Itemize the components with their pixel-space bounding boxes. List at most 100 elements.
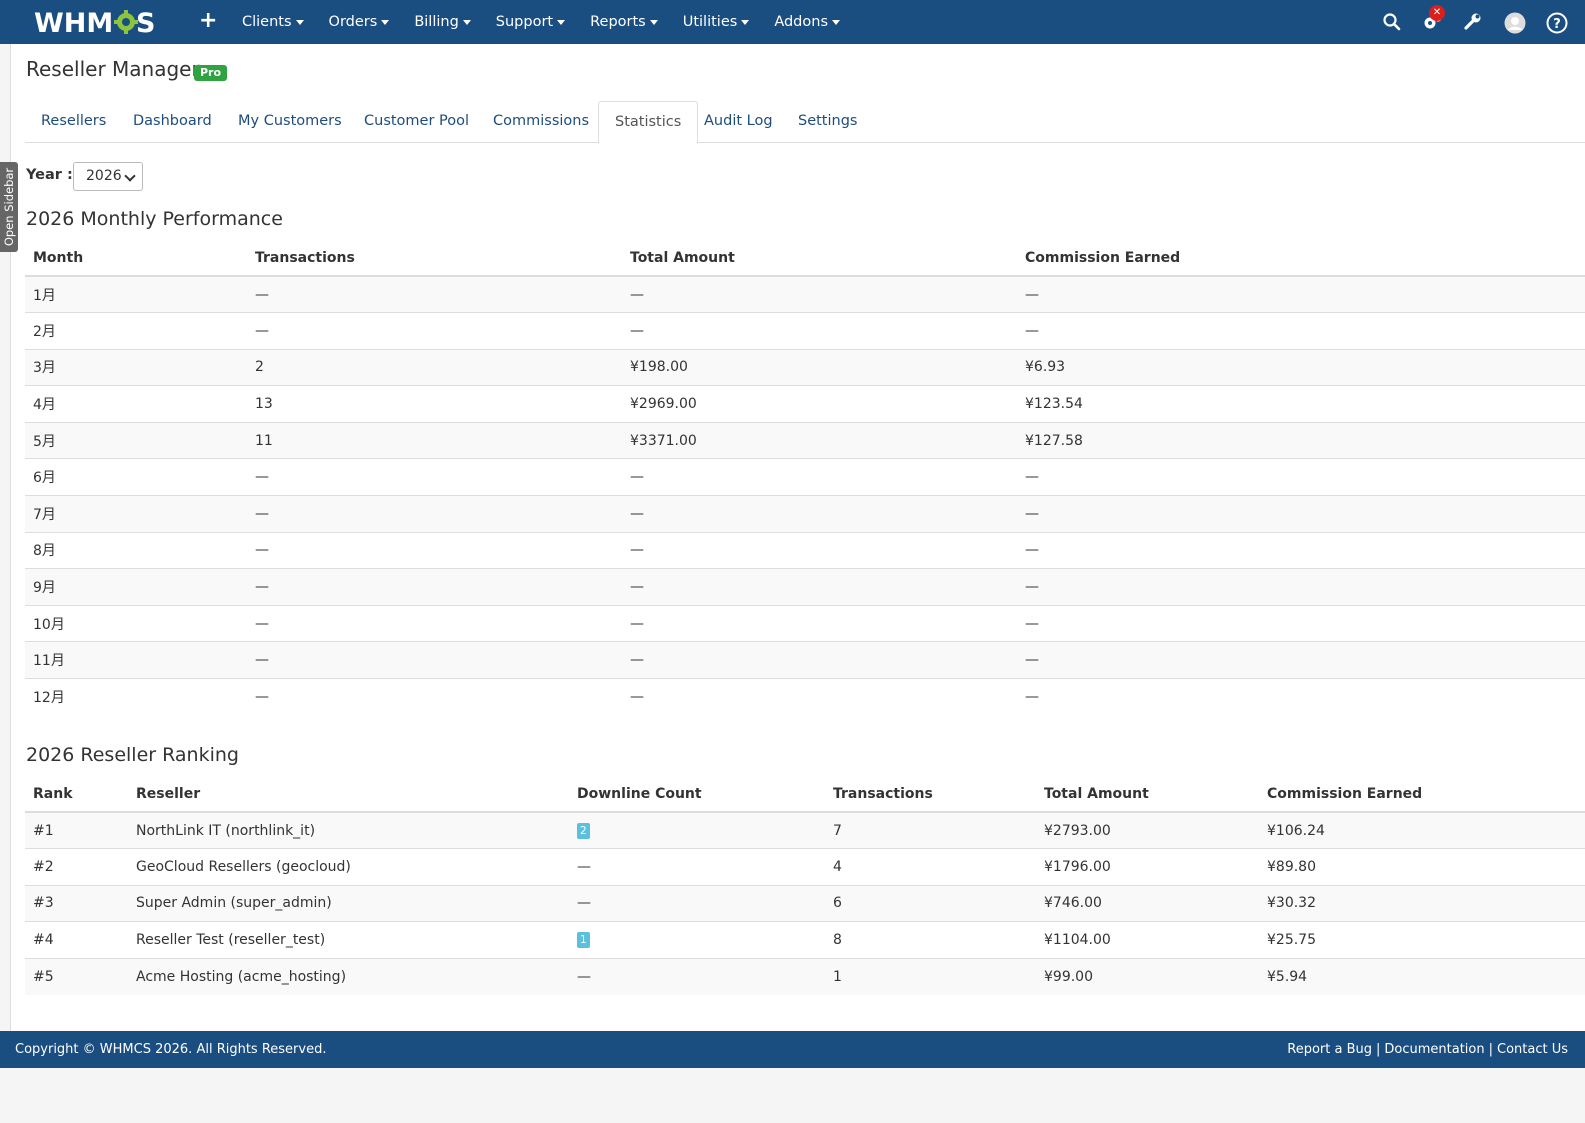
caret-down-icon xyxy=(381,19,390,25)
cell-reseller: Reseller Test (reseller_test) xyxy=(128,921,569,959)
table-row: 2月 — — — xyxy=(25,312,1585,350)
footer-separator: | xyxy=(1376,1042,1381,1057)
tab-customer-pool[interactable]: Customer Pool xyxy=(364,113,470,129)
notification-badge[interactable]: ✕ xyxy=(1429,5,1445,21)
cell-transactions: 7 xyxy=(825,811,1036,849)
menu-label: Utilities xyxy=(682,14,738,30)
tab-audit-log[interactable]: Audit Log xyxy=(704,113,773,129)
menu-addons[interactable]: Addons xyxy=(774,0,841,44)
cell-total-amount: — xyxy=(622,678,1017,716)
table-row: 5月 11 ¥3371.00 ¥127.58 xyxy=(25,421,1585,459)
tab-dashboard[interactable]: Dashboard xyxy=(133,113,212,129)
search-icon[interactable] xyxy=(1382,12,1402,32)
open-sidebar-tab[interactable]: Open Sidebar xyxy=(0,162,18,252)
menu-clients[interactable]: Clients xyxy=(242,0,304,44)
whmcs-logo[interactable]: WHM S xyxy=(34,5,162,39)
menu-orders[interactable]: Orders xyxy=(329,0,390,44)
cell-month: 2月 xyxy=(25,312,247,350)
cell-transactions: — xyxy=(247,275,622,313)
table-row: 7月 — — — xyxy=(25,495,1585,533)
caret-down-icon xyxy=(741,19,750,25)
module-tabs: Resellers Dashboard My Customers Custome… xyxy=(25,101,1585,144)
cell-total-amount: — xyxy=(622,458,1017,496)
cell-commission-earned: ¥89.80 xyxy=(1259,848,1585,886)
cell-rank: #5 xyxy=(25,957,128,995)
tab-my-customers[interactable]: My Customers xyxy=(238,113,342,129)
monthly-performance-table: Month Transactions Total Amount Commissi… xyxy=(25,241,1585,716)
cell-transactions: — xyxy=(247,568,622,606)
downline-count-badge[interactable]: 2 xyxy=(577,822,590,839)
year-select[interactable]: 2026 xyxy=(73,162,143,191)
footer: Copyright © WHMCS 2026. All Rights Reser… xyxy=(0,1031,1585,1068)
table-row: 9月 — — — xyxy=(25,568,1585,606)
column-header-rank: Rank xyxy=(25,776,128,813)
cell-total-amount: ¥746.00 xyxy=(1036,884,1259,922)
caret-down-icon xyxy=(295,19,304,25)
main-menu: Clients Orders Billing Support Reports Utilit… xyxy=(242,0,865,44)
column-header-commission-earned: Commission Earned xyxy=(1017,241,1585,277)
documentation-link[interactable]: Documentation xyxy=(1384,1042,1485,1057)
svg-text:WHM: WHM xyxy=(34,8,113,39)
user-avatar-icon[interactable] xyxy=(1504,12,1526,34)
tab-settings[interactable]: Settings xyxy=(798,113,858,129)
cell-transactions: 1 xyxy=(825,957,1036,995)
cell-transactions: — xyxy=(247,312,622,350)
table-row: 8月 — — — xyxy=(25,531,1585,569)
table-row: 12月 — — — xyxy=(25,678,1585,716)
cell-commission-earned: ¥127.58 xyxy=(1017,421,1585,459)
column-header-month: Month xyxy=(25,241,247,277)
report-bug-link[interactable]: Report a Bug xyxy=(1287,1042,1372,1057)
table-row: #2 GeoCloud Resellers (geocloud) —4 ¥1796.0… xyxy=(25,848,1585,886)
cell-commission-earned: — xyxy=(1017,568,1585,606)
column-header-total-amount: Total Amount xyxy=(1036,776,1259,813)
cell-commission-earned: ¥5.94 xyxy=(1259,957,1585,995)
cell-downline-count: 1 xyxy=(569,921,825,959)
cell-downline-count: 2 xyxy=(569,811,825,849)
cell-commission-earned: — xyxy=(1017,458,1585,496)
cell-commission-earned: — xyxy=(1017,495,1585,533)
menu-utilities[interactable]: Utilities xyxy=(683,0,750,44)
reseller-ranking-title: 2026 Reseller Ranking xyxy=(26,744,239,766)
table-row: 11月 — — — xyxy=(25,641,1585,679)
cell-total-amount: — xyxy=(622,568,1017,606)
menu-label: Support xyxy=(495,14,554,30)
tab-statistics[interactable]: Statistics xyxy=(598,101,699,144)
cell-rank: #3 xyxy=(25,884,128,922)
pro-badge: Pro xyxy=(194,65,228,81)
cell-commission-earned: ¥30.32 xyxy=(1259,884,1585,922)
downline-count-badge[interactable]: 1 xyxy=(577,932,590,949)
table-header-row: Month Transactions Total Amount Commissi… xyxy=(25,241,1585,277)
menu-label: Addons xyxy=(774,14,829,30)
cell-month: 4月 xyxy=(25,385,247,423)
cell-rank: #2 xyxy=(25,848,128,886)
cell-transactions: 13 xyxy=(247,385,622,423)
cell-month: 1月 xyxy=(25,275,247,313)
table-row: 3月 2 ¥198.00 ¥6.93 xyxy=(25,348,1585,386)
wrench-icon[interactable] xyxy=(1463,12,1483,32)
tab-commissions[interactable]: Commissions xyxy=(493,113,590,129)
menu-support[interactable]: Support xyxy=(495,0,566,44)
cell-commission-earned: — xyxy=(1017,678,1585,716)
menu-reports[interactable]: Reports xyxy=(590,0,658,44)
reseller-ranking-table: Rank Reseller Downline Count Transaction… xyxy=(25,776,1585,995)
table-row: #1 NorthLink IT (northlink_it) 2 7 ¥2793.00 ¥… xyxy=(25,811,1585,849)
cell-rank: #4 xyxy=(25,921,128,959)
table-row: #4 Reseller Test (reseller_test) 1 8 ¥1104.0… xyxy=(25,921,1585,959)
cell-transactions: — xyxy=(247,641,622,679)
cell-total-amount: ¥2969.00 xyxy=(622,385,1017,423)
table-row: 10月 — — — xyxy=(25,604,1585,642)
help-icon[interactable]: ? xyxy=(1546,12,1568,34)
table-row: 4月 13 ¥2969.00 ¥123.54 xyxy=(25,385,1585,423)
add-new-button[interactable]: + xyxy=(199,8,218,33)
tab-resellers[interactable]: Resellers xyxy=(41,113,107,129)
cell-total-amount: — xyxy=(622,641,1017,679)
cell-rank: #1 xyxy=(25,811,128,849)
cell-transactions: — xyxy=(247,458,622,496)
cell-commission-earned: — xyxy=(1017,641,1585,679)
cell-month: 11月 xyxy=(25,641,247,679)
cell-commission-earned: — xyxy=(1017,312,1585,350)
cell-total-amount: — xyxy=(622,531,1017,569)
menu-billing[interactable]: Billing xyxy=(414,0,471,44)
table-row: #3 Super Admin (super_admin) —6 ¥746.00 ¥30.… xyxy=(25,884,1585,922)
contact-us-link[interactable]: Contact Us xyxy=(1497,1042,1568,1057)
